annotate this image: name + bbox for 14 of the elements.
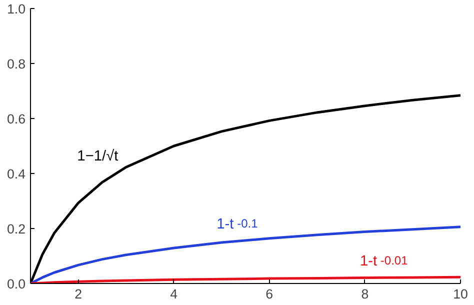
x-tick-label: 6 (266, 286, 274, 302)
y-tick-label: 1.0 (6, 2, 26, 16)
y-tick-label: 0.4 (6, 166, 26, 182)
series-label: 1-t-0.01 (360, 254, 408, 270)
x-tick-label: 10 (453, 286, 468, 302)
x-tick-label: 8 (361, 286, 369, 302)
x-tick-label: 2 (74, 286, 82, 302)
series-label: 1-t-0.1 (216, 216, 258, 233)
y-tick-label: 0.8 (6, 56, 26, 72)
series-label: 1−1/√t (77, 148, 118, 164)
y-tick-label: 0.0 (6, 276, 26, 292)
y-tick-label: 0.2 (6, 222, 26, 236)
y-tick-label: 0.6 (6, 112, 26, 126)
x-tick-label: 4 (170, 286, 178, 302)
